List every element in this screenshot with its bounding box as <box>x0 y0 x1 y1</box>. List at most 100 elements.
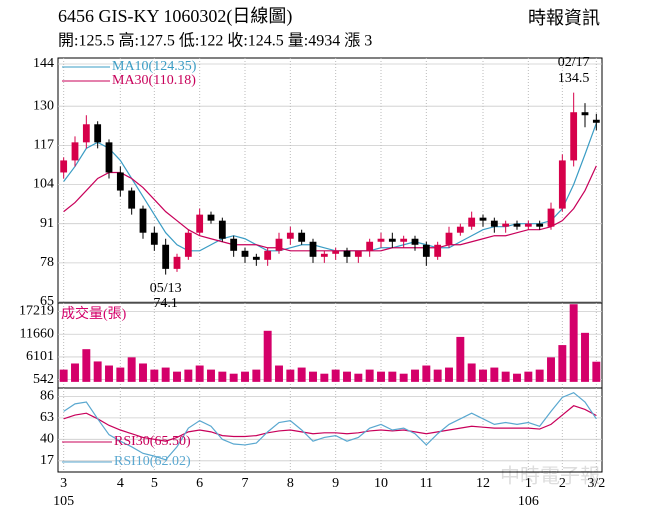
candle-body <box>241 250 249 257</box>
bar <box>467 363 476 382</box>
candle-body <box>343 250 351 257</box>
watermark: 中時電子報 <box>500 465 600 488</box>
candle-body <box>320 253 328 257</box>
bar <box>139 363 147 382</box>
y-tick-label: 6101 <box>26 349 54 364</box>
candle-body <box>592 119 600 123</box>
candle-body <box>581 112 589 116</box>
candle-body <box>400 238 408 242</box>
candle-body <box>388 238 396 242</box>
quote-line: 開:125.5 高:127.5 低:122 收:124.5 量:4934 漲 3 <box>58 32 372 50</box>
y-tick-label: 86 <box>40 389 54 404</box>
bar <box>252 369 261 382</box>
bar <box>513 373 521 382</box>
series-line <box>63 405 597 442</box>
candle-body <box>116 172 124 191</box>
candle-body <box>422 244 430 257</box>
x-tick-label: 2 <box>559 476 566 491</box>
y-tick-label: 11660 <box>20 326 54 341</box>
y-tick-label: 40 <box>40 432 54 447</box>
y-tick-label: 144 <box>33 56 54 71</box>
legend-label: MA30(110.18) <box>112 73 196 88</box>
bar <box>229 373 238 382</box>
candle-body <box>71 142 79 161</box>
candle-body <box>558 160 566 209</box>
annotation: 134.5 <box>558 71 590 86</box>
year-label: 106 <box>518 494 539 509</box>
bar <box>116 367 125 382</box>
bar <box>569 304 578 382</box>
x-tick-label: 4 <box>117 476 124 491</box>
candle-body <box>547 208 555 227</box>
candle-body <box>536 223 544 227</box>
candle-body <box>275 238 283 251</box>
bar <box>184 369 193 382</box>
candle-body <box>196 214 204 233</box>
bar <box>207 369 215 382</box>
candle-body <box>434 244 442 257</box>
candle-body <box>524 223 532 227</box>
bar <box>354 373 363 382</box>
legend-label: RSI10(62.02) <box>114 454 191 469</box>
bar <box>195 365 204 382</box>
bar <box>286 369 295 382</box>
candle-body <box>60 160 68 173</box>
bar <box>241 371 249 382</box>
bar <box>377 371 385 382</box>
candle-body <box>94 124 102 143</box>
y-tick-label: 117 <box>34 138 54 153</box>
candle-body <box>150 232 158 245</box>
series-line <box>63 391 597 461</box>
y-tick-label: 17219 <box>19 304 54 319</box>
bar <box>411 369 419 382</box>
annotation: 05/13 <box>150 281 182 296</box>
candle-body <box>445 232 453 245</box>
bar <box>433 369 442 382</box>
candle-body <box>184 232 192 257</box>
candle-body <box>207 214 215 221</box>
bar <box>399 373 408 382</box>
bar <box>93 361 102 382</box>
year-label: 105 <box>53 494 74 509</box>
bar <box>581 332 589 382</box>
candle-body <box>230 238 238 251</box>
bar <box>479 369 487 382</box>
bar <box>105 365 113 382</box>
x-tick-label: 10 <box>374 476 388 491</box>
annotation: 02/17 <box>558 55 590 70</box>
candle-body <box>105 142 113 173</box>
y-tick-label: 91 <box>40 216 54 231</box>
candle-body <box>139 208 147 233</box>
candle-body <box>411 238 419 245</box>
series-line <box>63 165 597 252</box>
bar <box>82 349 91 382</box>
candle-body <box>332 250 340 254</box>
x-tick-label: 1 <box>525 476 532 491</box>
candle-body <box>570 112 578 161</box>
bar <box>71 363 79 382</box>
candle-body <box>298 232 306 242</box>
candle-body <box>366 241 374 251</box>
candle-body <box>218 220 226 239</box>
bar <box>535 369 544 382</box>
bar <box>331 369 340 382</box>
panel-title: 成交量(張) <box>61 305 127 322</box>
x-tick-label: 11 <box>420 476 433 491</box>
x-tick-label: 6 <box>196 476 203 491</box>
candle-body <box>309 241 317 257</box>
legend-label: RSI30(65.50) <box>114 434 191 449</box>
panel-frame <box>57 57 603 303</box>
bar <box>490 367 499 382</box>
candle-body <box>377 238 385 242</box>
bar <box>127 357 136 382</box>
panel-frame <box>57 387 603 473</box>
x-tick-label: 7 <box>242 476 249 491</box>
y-tick-label: 78 <box>40 255 54 270</box>
bar <box>343 371 351 382</box>
x-tick-label: 5 <box>151 476 158 491</box>
candle-body <box>490 220 498 227</box>
bar <box>173 371 181 382</box>
candle-body <box>468 217 476 227</box>
x-tick-label: 12 <box>476 476 490 491</box>
